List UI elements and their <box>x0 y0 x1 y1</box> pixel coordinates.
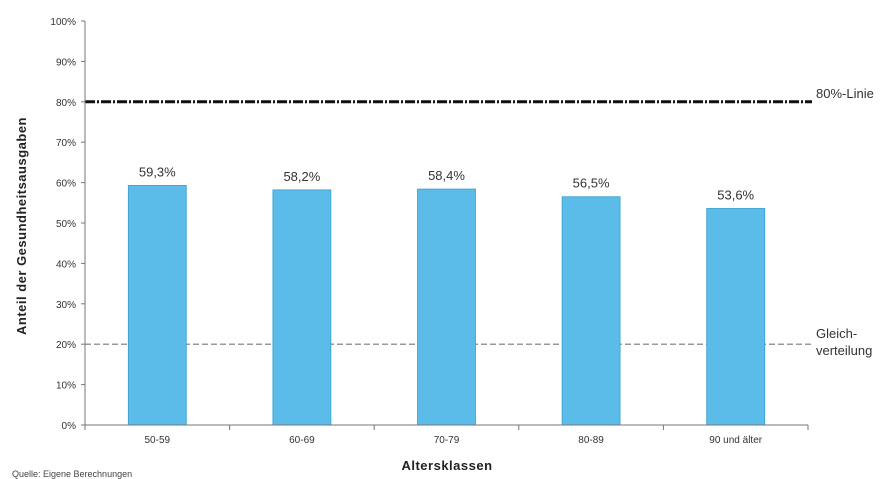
y-tick-label: 70% <box>56 138 76 149</box>
x-axis-title: Altersklassen <box>401 458 492 473</box>
y-tick-label: 80% <box>56 98 76 109</box>
x-tick-label: 60-69 <box>289 435 315 446</box>
y-tick-label: 60% <box>56 179 76 190</box>
data-labels: 59,3% 58,2% 58,4% 56,5% 53,6% <box>139 164 755 202</box>
bar <box>417 188 476 426</box>
x-tick-label: 80-89 <box>578 435 604 446</box>
data-label: 58,2% <box>283 169 320 184</box>
reference-label-line: Gleich- <box>816 326 857 341</box>
y-tick-label: 40% <box>56 259 76 270</box>
y-tick-label: 0% <box>62 421 77 432</box>
data-label: 58,4% <box>428 168 465 183</box>
data-label: 53,6% <box>717 187 754 202</box>
bar <box>706 208 766 426</box>
x-tick-label: 70-79 <box>434 435 460 446</box>
reference-label-80: 80%-Linie <box>816 86 874 101</box>
bar <box>272 189 332 426</box>
x-axis: 50-59 60-69 70-79 80-89 90 und älter <box>84 424 809 446</box>
bar <box>561 196 621 426</box>
source-note: Quelle: Eigene Berechnungen <box>12 469 132 479</box>
y-tick-label: 20% <box>56 340 76 351</box>
y-tick-label: 50% <box>56 219 76 230</box>
reference-labels: 80%-Linie Gleich-verteilung <box>816 86 874 358</box>
data-label: 56,5% <box>573 176 610 191</box>
x-tick-label: 90 und älter <box>709 435 762 446</box>
bar <box>127 185 187 426</box>
y-axis-title: Anteil der Gesundheitsausgaben <box>14 117 29 335</box>
y-tick-label: 30% <box>56 300 76 311</box>
y-tick-label: 100% <box>50 17 76 28</box>
x-tick-label: 50-59 <box>145 435 171 446</box>
y-axis: 0% 10% 20% 30% 40% 50% 60% 70% 80% 90% 100% <box>50 17 86 432</box>
bars <box>127 185 766 426</box>
y-tick-label: 90% <box>56 57 76 68</box>
data-label: 59,3% <box>139 164 176 179</box>
y-tick-label: 10% <box>56 381 76 392</box>
reference-label-line: verteilung <box>816 343 872 358</box>
